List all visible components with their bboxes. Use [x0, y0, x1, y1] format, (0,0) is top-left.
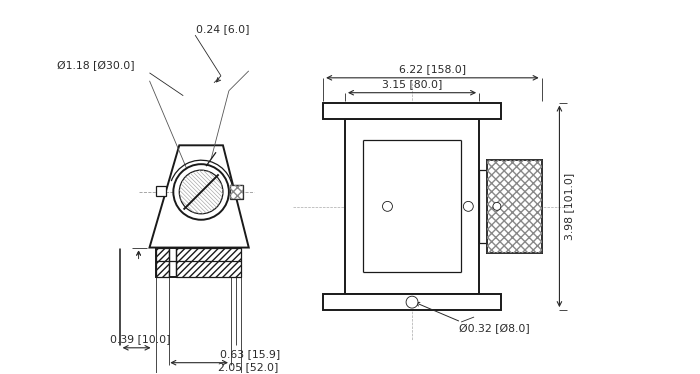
Text: 3.15 [80.0]: 3.15 [80.0] — [382, 79, 442, 89]
Bar — [487, 160, 542, 252]
Bar — [156, 248, 241, 278]
Text: 2.05 [52.0]: 2.05 [52.0] — [218, 362, 279, 372]
Text: 0.24 [6.0]: 0.24 [6.0] — [196, 24, 250, 34]
Text: 0.63 [15.9]: 0.63 [15.9] — [220, 349, 280, 359]
Text: 0.39 [10.0]: 0.39 [10.0] — [110, 334, 170, 344]
Bar — [345, 119, 479, 294]
Text: Ø0.32 [Ø8.0]: Ø0.32 [Ø8.0] — [459, 324, 530, 334]
Bar — [479, 170, 487, 243]
Circle shape — [179, 170, 223, 214]
Circle shape — [463, 201, 473, 211]
Circle shape — [174, 164, 229, 220]
Bar — [156, 186, 167, 196]
Bar — [323, 294, 501, 310]
Text: Ø1.18 [Ø30.0]: Ø1.18 [Ø30.0] — [57, 61, 135, 71]
Circle shape — [382, 201, 393, 211]
Circle shape — [493, 202, 501, 210]
Bar — [176, 248, 241, 278]
Text: 3.98 [101.0]: 3.98 [101.0] — [564, 173, 575, 240]
Bar — [156, 248, 169, 278]
Bar — [487, 160, 542, 252]
Polygon shape — [150, 145, 248, 248]
Text: 6.22 [158.0]: 6.22 [158.0] — [399, 64, 466, 74]
Bar — [230, 185, 243, 199]
Bar — [230, 185, 243, 199]
Bar — [323, 102, 501, 119]
Circle shape — [406, 296, 418, 308]
